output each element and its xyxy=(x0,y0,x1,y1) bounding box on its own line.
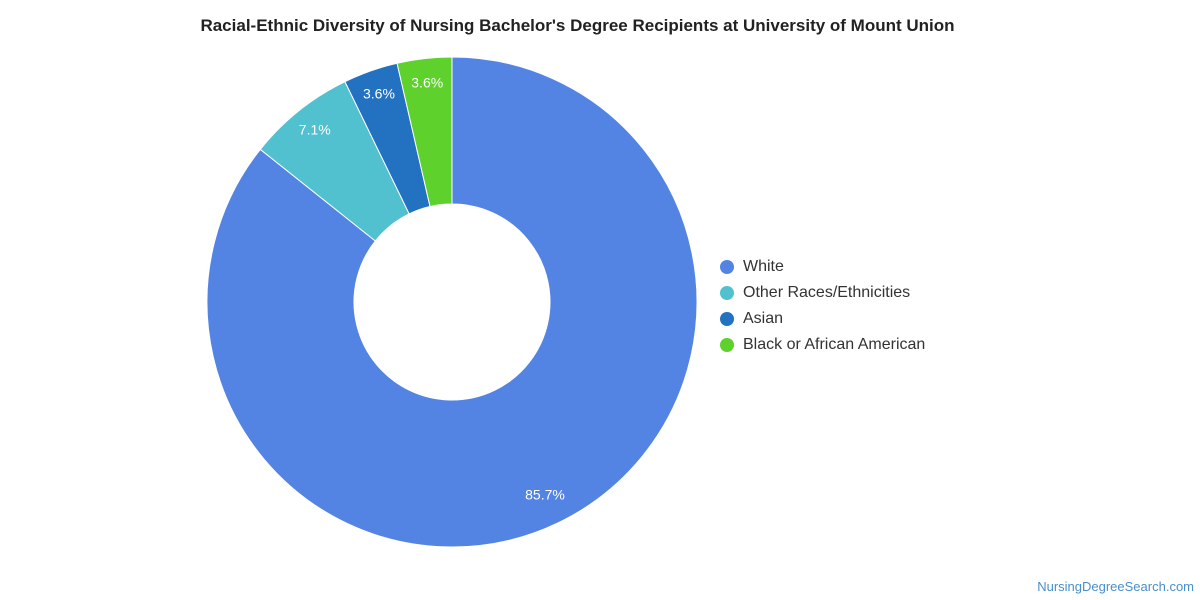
legend-label: Other Races/Ethnicities xyxy=(743,284,911,301)
legend-label: Black or African American xyxy=(743,336,926,353)
legend-label: White xyxy=(743,258,784,275)
site-watermark[interactable]: NursingDegreeSearch.com xyxy=(1037,579,1194,594)
legend-swatch xyxy=(720,286,734,300)
legend-label: Asian xyxy=(743,310,784,327)
legend-item-white[interactable]: White xyxy=(720,254,925,280)
legend-item-black-or-african-american[interactable]: Black or African American xyxy=(720,332,925,358)
slice-white[interactable] xyxy=(206,56,698,548)
slice-label-black-or-african-american: 3.6% xyxy=(411,75,443,91)
legend-item-asian[interactable]: Asian xyxy=(720,306,925,332)
legend-swatch xyxy=(720,338,734,352)
donut-slice-labels: 85.7% 7.1% 3.6% 3.6% xyxy=(299,75,565,503)
legend-item-other-races-ethnicities[interactable]: Other Races/Ethnicities xyxy=(720,280,925,306)
slice-label-asian: 3.6% xyxy=(363,86,395,102)
slice-black-or-african-american[interactable] xyxy=(396,56,453,208)
chart-title: Racial-Ethnic Diversity of Nursing Bache… xyxy=(200,16,955,35)
slice-label-white: 85.7% xyxy=(525,487,565,503)
legend-swatch xyxy=(720,260,734,274)
legend-swatch xyxy=(720,312,734,326)
chart-legend: White Other Races/Ethnicities Asian Black o… xyxy=(720,254,925,358)
donut-slices xyxy=(206,56,698,548)
slice-label-other-races-ethnicities: 7.1% xyxy=(299,121,331,137)
